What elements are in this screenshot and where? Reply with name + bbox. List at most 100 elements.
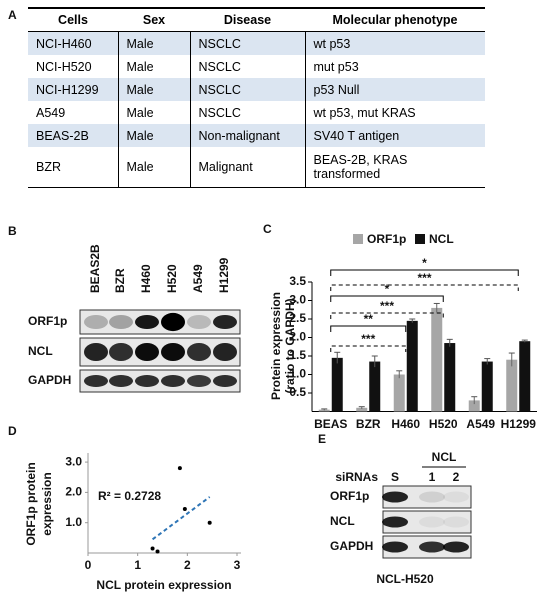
table-row: BZR Male Malignant BEAS-2B, KRAS transforme… xyxy=(28,147,485,188)
blot-band xyxy=(84,315,108,329)
lane-label: BZR xyxy=(113,268,127,293)
table-cell: NCI-H1299 xyxy=(28,78,119,101)
blot-band xyxy=(382,516,408,528)
bar xyxy=(331,357,343,412)
y-tick-label: 3.0 xyxy=(289,293,306,307)
significance-label: *** xyxy=(361,332,375,346)
r-squared: R² = 0.2728 xyxy=(98,489,161,503)
bar xyxy=(444,343,456,412)
table-cell: Non-malignant xyxy=(190,124,306,147)
y-axis-label: ORF1p protein xyxy=(24,462,38,545)
scatter-point xyxy=(207,520,212,525)
x-axis-label: NCL protein expression xyxy=(96,578,231,592)
cell-table: Cells Sex Disease Molecular phenotype NCI-H… xyxy=(28,7,485,188)
y-tick-label: 2.5 xyxy=(289,311,306,325)
table-cell: BEAS-2B xyxy=(28,124,119,147)
lane-label: H520 xyxy=(165,264,179,293)
table-row: NCI-H520 Male NSCLC mut p53 xyxy=(28,55,485,78)
header-cell: Disease xyxy=(190,7,305,32)
table-cell: Male xyxy=(118,101,191,124)
panel-label: B xyxy=(8,224,17,238)
significance-label: *** xyxy=(380,299,394,313)
significance-bracket xyxy=(330,269,519,276)
table-cell: NSCLC xyxy=(190,55,306,78)
header-cell: Sex xyxy=(118,7,190,32)
y-tick-label: 3.0 xyxy=(65,454,82,468)
lane-label: 2 xyxy=(453,470,460,484)
x-tick-label: H460 xyxy=(391,417,420,431)
significance-bracket xyxy=(330,295,444,302)
blot-band xyxy=(135,343,159,361)
header-cell: Molecular phenotype xyxy=(305,7,485,32)
scatter-point xyxy=(182,507,187,512)
caption: NCL-H520 xyxy=(376,572,434,586)
blot-band xyxy=(419,541,445,553)
blot-band xyxy=(187,343,211,361)
table-cell: NCI-H460 xyxy=(28,31,119,55)
trendline xyxy=(151,496,211,541)
table-cell: Male xyxy=(118,55,191,78)
table-row: NCI-H460 Male NSCLC wt p53 xyxy=(28,31,485,55)
y-tick-label: 2.0 xyxy=(289,330,306,344)
row-label: GAPDH xyxy=(330,539,373,553)
header-row: Cells Sex Disease Molecular phenotype xyxy=(28,7,485,32)
blot-band xyxy=(187,375,211,387)
table-cell: NCI-H520 xyxy=(28,55,119,78)
lane-label: S xyxy=(391,470,399,484)
x-tick-label: 0 xyxy=(85,558,92,572)
table-cell: Male xyxy=(118,78,191,101)
blot-band xyxy=(84,375,108,387)
bar xyxy=(356,407,368,412)
panel-label: D xyxy=(8,424,17,438)
y-tick-label: 3.5 xyxy=(289,274,306,288)
blot-band xyxy=(443,491,469,503)
table-cell: BEAS-2B, KRAS transformed xyxy=(305,147,485,188)
significance-bracket xyxy=(330,325,407,332)
x-tick-label: H1299 xyxy=(501,417,537,431)
significance-bracket xyxy=(330,284,519,291)
legend-swatch xyxy=(353,234,363,244)
bar xyxy=(519,341,531,412)
row-label: ORF1p xyxy=(28,314,67,328)
bar xyxy=(393,374,405,412)
row-label: NCL xyxy=(28,344,53,358)
y-tick-label: 1.0 xyxy=(289,367,306,381)
significance-bracket xyxy=(330,312,444,319)
y-axis-label: (ratio to GAPDH) xyxy=(283,298,297,393)
table-cell: NSCLC xyxy=(190,78,306,101)
blot-band xyxy=(84,343,108,361)
header-cell: Cells xyxy=(28,7,118,32)
legend-label: ORF1p xyxy=(367,232,406,246)
table-cell: NSCLC xyxy=(190,31,306,55)
x-tick-label: BEAS xyxy=(314,417,347,431)
x-tick-label: A549 xyxy=(466,417,495,431)
scatter-point xyxy=(155,549,160,554)
y-tick-label: 2.0 xyxy=(65,485,82,499)
table-cell: Malignant xyxy=(190,147,306,188)
panel-label: E xyxy=(318,432,326,446)
table-cell: wt p53, mut KRAS xyxy=(313,105,416,120)
blot-band xyxy=(213,315,237,329)
bar xyxy=(369,361,381,412)
table-row: A549 Male NSCLC wt p53, mut KRAS xyxy=(28,101,485,124)
blot-band xyxy=(109,375,133,387)
significance-label: ** xyxy=(364,312,374,326)
significance-bracket xyxy=(330,345,407,352)
panel-label: C xyxy=(263,222,272,236)
blot-band xyxy=(419,491,445,503)
blot-band xyxy=(187,315,211,329)
blot-band xyxy=(161,375,185,387)
significance-label: * xyxy=(385,282,390,296)
table-cell: BZR xyxy=(28,147,119,188)
blot-band xyxy=(382,541,408,553)
bar xyxy=(468,400,480,412)
table-row: NCI-H1299 Male NSCLC p53 Null xyxy=(28,78,485,101)
legend-label: NCL xyxy=(429,232,454,246)
row-label: ORF1p xyxy=(330,489,369,503)
significance-label: * xyxy=(422,256,427,270)
blot-band xyxy=(109,315,133,329)
lane-label: BEAS2B xyxy=(88,244,102,293)
legend-swatch xyxy=(415,234,425,244)
